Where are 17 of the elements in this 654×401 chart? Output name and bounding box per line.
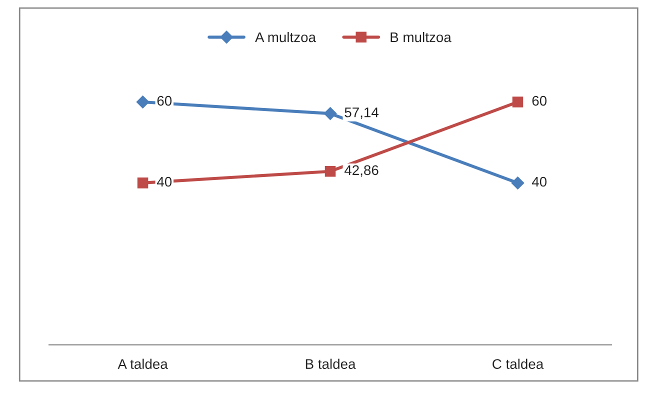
x-tick-label: B taldea (306, 358, 356, 369)
point (511, 176, 524, 190)
data-label: 57,14 (344, 108, 379, 119)
legend-label: A multzoa (255, 32, 316, 42)
point (136, 96, 150, 108)
data-label: 40 (157, 176, 172, 187)
x-tick-label: A taldea (118, 358, 168, 369)
data-label: 42,86 (344, 165, 378, 177)
data-label: 60 (532, 96, 547, 106)
point (512, 96, 524, 108)
legend-label: B multzoa (390, 32, 452, 42)
x-tick-label: C taldea (492, 358, 544, 369)
data-label: 40 (532, 176, 547, 187)
point (324, 166, 336, 177)
data-label: 60 (157, 96, 172, 106)
point (137, 178, 148, 188)
point (324, 107, 337, 120)
